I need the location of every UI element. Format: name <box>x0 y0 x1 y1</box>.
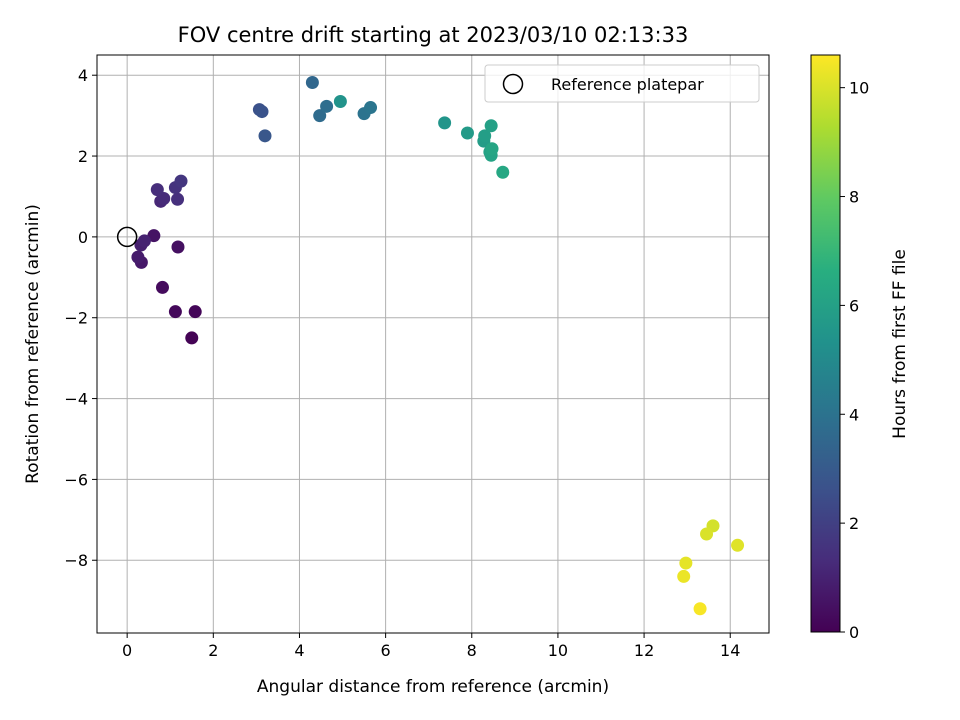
data-point <box>171 192 185 206</box>
data-point <box>320 99 334 113</box>
y-axis-ticks: −8 −6 −4 −2 0 2 4 <box>64 66 97 570</box>
colorbar-tick-label: 0 <box>849 623 859 642</box>
colorbar-gradient <box>810 54 841 633</box>
data-point <box>484 119 498 133</box>
data-point <box>168 305 182 319</box>
x-tick-label: 12 <box>634 641 654 660</box>
data-point <box>171 240 185 254</box>
chart-title: FOV centre drift starting at 2023/03/10 … <box>178 23 689 47</box>
data-point <box>496 165 510 179</box>
colorbar-tick-label: 6 <box>849 296 859 315</box>
data-point <box>313 109 327 123</box>
plot-frame <box>96 54 770 634</box>
data-point <box>185 331 199 345</box>
colorbar-tick-label: 10 <box>849 79 869 98</box>
x-tick-label: 14 <box>720 641 740 660</box>
colorbar-label: Hours from first FF file <box>890 249 910 439</box>
x-tick-label: 0 <box>122 641 132 660</box>
data-point <box>258 129 272 143</box>
data-point <box>438 116 452 130</box>
data-point <box>137 234 151 248</box>
data-point <box>693 602 707 616</box>
x-tick-label: 10 <box>548 641 568 660</box>
data-point <box>364 101 378 115</box>
data-point <box>677 569 691 583</box>
x-tick-label: 8 <box>467 641 477 660</box>
reference-platepar-marker <box>116 226 138 248</box>
grid <box>97 55 769 633</box>
data-point <box>188 305 202 319</box>
data-points <box>116 75 745 616</box>
data-point <box>305 75 319 89</box>
y-tick-label: −8 <box>64 551 88 570</box>
legend-label: Reference platepar <box>551 75 704 94</box>
data-point <box>700 527 714 541</box>
data-point <box>731 538 745 552</box>
colorbar-tick-label: 4 <box>849 405 859 424</box>
y-tick-label: 0 <box>78 228 88 247</box>
y-axis-label: Rotation from reference (arcmin) <box>23 204 43 484</box>
legend: Reference platepar <box>484 64 760 103</box>
y-tick-label: −4 <box>64 390 88 409</box>
legend-box <box>484 64 760 103</box>
data-point <box>478 129 492 143</box>
colorbar-ticks: 0 2 4 6 8 10 <box>840 79 869 642</box>
x-axis-label: Angular distance from reference (arcmin) <box>257 677 609 697</box>
data-point <box>255 105 269 119</box>
data-point <box>679 556 693 570</box>
x-tick-label: 6 <box>381 641 391 660</box>
data-point <box>460 126 474 140</box>
data-point <box>485 142 499 156</box>
data-point <box>131 250 145 264</box>
colorbar: 0 2 4 6 8 10 Hours from first FF file <box>810 54 910 642</box>
y-tick-label: 4 <box>78 66 88 85</box>
data-point <box>155 280 169 294</box>
colorbar-tick-label: 8 <box>849 188 859 207</box>
y-tick-label: −2 <box>64 309 88 328</box>
data-point <box>174 174 188 188</box>
colorbar-tick-label: 2 <box>849 514 859 533</box>
y-tick-label: −6 <box>64 470 88 489</box>
y-tick-label: 2 <box>78 147 88 166</box>
data-point <box>147 229 161 243</box>
legend-marker-open-circle <box>502 73 524 95</box>
x-tick-label: 4 <box>294 641 304 660</box>
data-point <box>333 94 347 108</box>
x-tick-label: 2 <box>208 641 218 660</box>
data-point <box>150 183 164 197</box>
x-axis-ticks: 0 2 4 6 8 10 12 14 <box>122 633 740 660</box>
